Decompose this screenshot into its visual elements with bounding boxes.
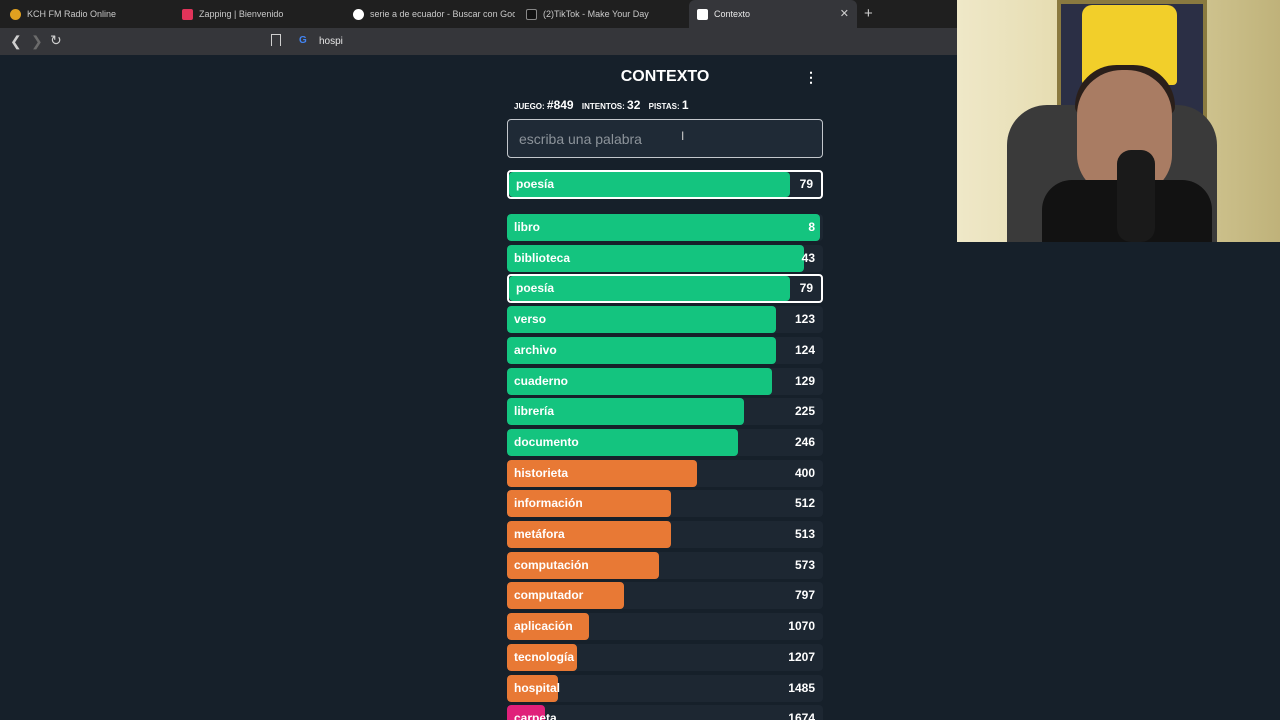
- guess-value: 79: [800, 276, 813, 301]
- guess-value: 573: [795, 552, 815, 579]
- guess-row: poesía 79: [507, 274, 823, 303]
- text-cursor-icon: I: [681, 129, 684, 143]
- tab-title: KCH FM Radio Online: [27, 9, 116, 19]
- guess-value: 513: [795, 521, 815, 548]
- guess-word: tecnología: [514, 644, 574, 671]
- last-guess-row: poesía 79: [507, 170, 823, 199]
- forward-arrow-icon[interactable]: ❯: [31, 33, 43, 50]
- guess-word: libro: [514, 214, 540, 241]
- reload-icon[interactable]: ↻: [50, 32, 62, 49]
- guess-value: 400: [795, 460, 815, 487]
- back-arrow-icon[interactable]: ❮: [10, 33, 22, 50]
- guess-value: 246: [795, 429, 815, 456]
- guess-row: aplicación 1070: [507, 613, 823, 640]
- guess-row: computador 797: [507, 582, 823, 609]
- radio-favicon-icon: [10, 9, 21, 20]
- close-tab-icon[interactable]: ✕: [840, 7, 849, 20]
- pistas-value: 1: [682, 98, 689, 112]
- guess-value: 123: [795, 306, 815, 333]
- guess-word: verso: [514, 306, 546, 333]
- guess-row: información 512: [507, 490, 823, 517]
- guess-word: computador: [514, 582, 583, 609]
- guess-bar: [507, 306, 776, 333]
- tab-google-search[interactable]: serie a de ecuador - Buscar con Goog: [345, 0, 515, 28]
- menu-dots-icon[interactable]: ⋮: [804, 69, 818, 86]
- guess-word: librería: [514, 398, 554, 425]
- screen: KCH FM Radio Online Zapping | Bienvenido…: [0, 0, 1280, 720]
- guess-value: 1070: [788, 613, 815, 640]
- contexto-favicon-icon: [697, 9, 708, 20]
- bookmark-icon[interactable]: [271, 34, 281, 46]
- guess-word: aplicación: [514, 613, 573, 640]
- guess-row: hospital 1485: [507, 675, 823, 702]
- guess-value: 43: [802, 245, 815, 272]
- guess-word: biblioteca: [514, 245, 570, 272]
- guess-value: 1207: [788, 644, 815, 671]
- guess-word: cuaderno: [514, 368, 568, 395]
- guess-word: información: [514, 490, 583, 517]
- last-guess-value: 79: [800, 172, 813, 197]
- tab-zapping[interactable]: Zapping | Bienvenido: [174, 0, 344, 28]
- juego-label: JUEGO:: [514, 102, 545, 111]
- intentos-label: INTENTOS:: [582, 102, 625, 111]
- tab-title: Zapping | Bienvenido: [199, 9, 283, 19]
- guess-value: 225: [795, 398, 815, 425]
- guess-value: 124: [795, 337, 815, 364]
- guess-row: carpeta 1674: [507, 705, 823, 720]
- guess-row: verso 123: [507, 306, 823, 333]
- guess-value: 1485: [788, 675, 815, 702]
- address-bar-text[interactable]: hospi: [319, 36, 343, 47]
- guess-word: historieta: [514, 460, 568, 487]
- guess-row: cuaderno 129: [507, 368, 823, 395]
- intentos-value: 32: [627, 98, 640, 112]
- game-title: CONTEXTO: [507, 68, 823, 86]
- guess-value: 1674: [788, 705, 815, 720]
- guess-row: metáfora 513: [507, 521, 823, 548]
- webcam-overlay: [957, 0, 1280, 242]
- tab-tiktok[interactable]: (2)TikTok - Make Your Day: [518, 0, 688, 28]
- game-stats: JUEGO: #849 INTENTOS: 32 PISTAS: 1: [514, 98, 689, 112]
- guess-word: poesía: [516, 276, 554, 301]
- juego-value: #849: [547, 98, 574, 112]
- tab-contexto[interactable]: Contexto ✕: [689, 0, 857, 28]
- guess-value: 512: [795, 490, 815, 517]
- guess-value: 129: [795, 368, 815, 395]
- guess-row: libro 8: [507, 214, 823, 241]
- guess-row: computación 573: [507, 552, 823, 579]
- tiktok-favicon-icon: [526, 9, 537, 20]
- google-favicon-icon: [353, 9, 364, 20]
- guess-word: archivo: [514, 337, 557, 364]
- guess-value: 8: [808, 214, 815, 241]
- tab-kch-radio[interactable]: KCH FM Radio Online: [2, 0, 170, 28]
- new-tab-icon[interactable]: +: [864, 5, 873, 22]
- guess-value: 797: [795, 582, 815, 609]
- guess-bar: [507, 214, 820, 241]
- tab-title: Contexto: [714, 9, 750, 19]
- guess-word: hospital: [514, 675, 560, 702]
- tab-title: serie a de ecuador - Buscar con Goog: [370, 9, 515, 19]
- guess-row: biblioteca 43: [507, 245, 823, 272]
- tab-title: (2)TikTok - Make Your Day: [543, 9, 649, 19]
- guess-row: documento 246: [507, 429, 823, 456]
- guess-word: metáfora: [514, 521, 565, 548]
- zapping-favicon-icon: [182, 9, 193, 20]
- word-input[interactable]: [507, 119, 823, 158]
- guess-row: tecnología 1207: [507, 644, 823, 671]
- guess-word: computación: [514, 552, 589, 579]
- guess-word: documento: [514, 429, 579, 456]
- pistas-label: PISTAS:: [649, 102, 680, 111]
- guess-row: archivo 124: [507, 337, 823, 364]
- guess-word: carpeta: [514, 705, 557, 720]
- google-search-icon: G: [299, 35, 307, 46]
- last-guess-word: poesía: [516, 172, 554, 197]
- guess-row: historieta 400: [507, 460, 823, 487]
- guess-row: librería 225: [507, 398, 823, 425]
